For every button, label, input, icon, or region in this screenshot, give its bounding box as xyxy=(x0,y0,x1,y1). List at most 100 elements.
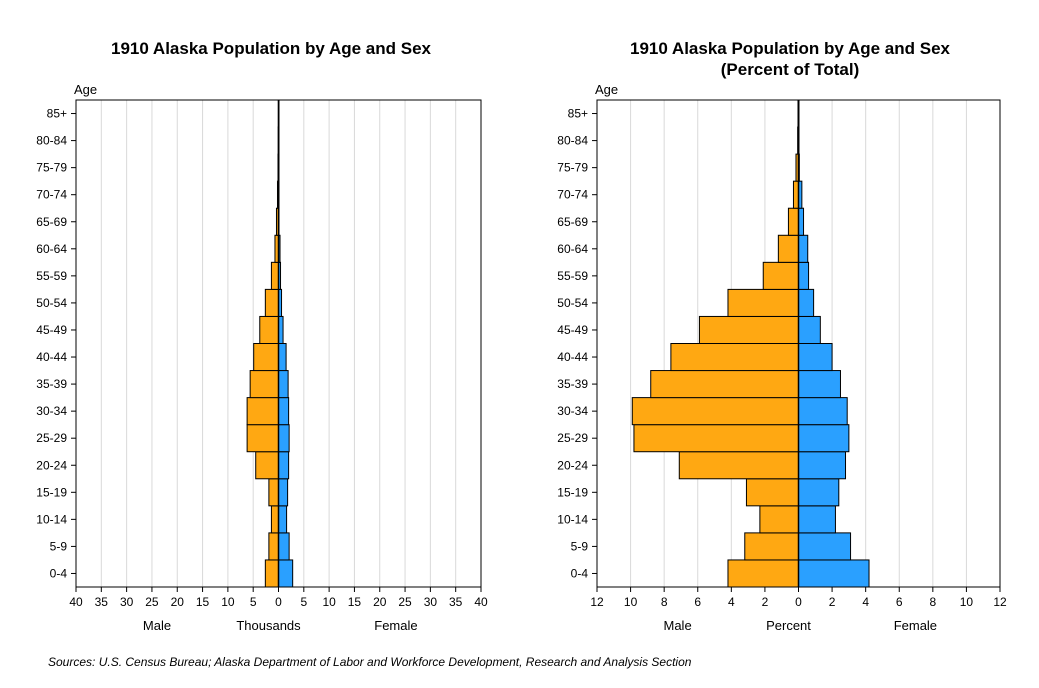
chart2-bar-male xyxy=(698,315,799,345)
chart1-bar-female xyxy=(278,451,290,480)
chart2-age-label: 60-64 xyxy=(557,242,588,256)
chart2-x-tick-label: 12 xyxy=(590,595,604,609)
chart2-bar-male xyxy=(650,370,799,399)
chart2-x-tick-label: 4 xyxy=(862,595,869,609)
chart1-age-label: 55-59 xyxy=(36,269,67,283)
chart1-bar-male xyxy=(268,532,280,561)
chart2-title: 1910 Alaska Population by Age and Sex xyxy=(630,39,951,58)
chart1-age-label: 40-44 xyxy=(36,350,67,364)
chart2-bar-female xyxy=(798,261,810,290)
chart2-age-label: 15-19 xyxy=(557,485,588,499)
chart2-bar-female xyxy=(798,397,848,426)
chart2-age-label: 20-24 xyxy=(557,458,588,472)
chart2-bar-male xyxy=(678,451,800,480)
chart2-xlabel-male: Male xyxy=(664,618,692,633)
chart1-x-tick-label: 15 xyxy=(348,595,362,609)
chart2-bar-female xyxy=(798,343,833,372)
chart1-bar-male xyxy=(264,559,279,588)
chart1-bar-male xyxy=(246,397,280,426)
chart2-age-label: 55-59 xyxy=(557,269,588,283)
chart1-x-tick-label: 10 xyxy=(221,595,235,609)
chart1-bar-male xyxy=(270,261,280,290)
chart1-x-tick-label: 10 xyxy=(322,595,336,609)
chart1-ylabel: Age xyxy=(74,82,97,97)
chart1-bar-female xyxy=(278,370,289,399)
chart1-xlabel-male: Male xyxy=(143,618,171,633)
chart2-age-label: 5-9 xyxy=(571,539,589,553)
chart2-xlabel-center: Percent xyxy=(766,618,811,633)
chart2-bar-female xyxy=(798,207,805,236)
chart1-xlabel-center: Thousands xyxy=(236,618,301,633)
chart2-age-label: 25-29 xyxy=(557,431,588,445)
chart2-bar-male xyxy=(727,559,799,588)
chart1-title: 1910 Alaska Population by Age and Sex xyxy=(111,39,432,58)
chart1-age-label: 10-14 xyxy=(36,512,67,526)
chart1-x-tick-label: 20 xyxy=(171,595,185,609)
chart1-x-tick-label: 25 xyxy=(145,595,159,609)
chart1-age-label: 50-54 xyxy=(36,296,67,310)
chart1-age-label: 15-19 xyxy=(36,485,67,499)
chart2-bar-male xyxy=(777,234,799,263)
chart1-x-tick-label: 30 xyxy=(424,595,438,609)
chart1-age-label: 65-69 xyxy=(36,215,67,229)
chart1-age-label: 20-24 xyxy=(36,458,67,472)
chart2-age-label: 10-14 xyxy=(557,512,588,526)
chart1-bar-female xyxy=(278,559,294,588)
chart1-xlabel-female: Female xyxy=(374,618,417,633)
chart2-bar-male xyxy=(762,261,799,290)
chart2-x-tick-label: 6 xyxy=(896,595,903,609)
chart1-bar-female xyxy=(278,397,290,426)
chart1-bar-female xyxy=(278,343,287,372)
chart1-bar-male xyxy=(255,451,279,480)
chart2-bar-male xyxy=(631,397,800,426)
chart2-bar-female xyxy=(798,532,852,561)
chart2-x-tick-label: 12 xyxy=(993,595,1007,609)
chart2-age-label: 70-74 xyxy=(557,188,588,202)
chart2-bar-female xyxy=(798,370,841,399)
chart1-age-label: 70-74 xyxy=(36,188,67,202)
chart1-bar-male xyxy=(249,370,279,399)
chart2-bar-female xyxy=(798,424,850,453)
chart2-x-tick-label: 0 xyxy=(795,595,802,609)
chart2-age-label: 40-44 xyxy=(557,350,588,364)
source-note: Sources: U.S. Census Bureau; Alaska Depa… xyxy=(48,655,692,669)
chart1-x-tick-label: 35 xyxy=(95,595,109,609)
chart2-age-label: 85+ xyxy=(568,107,588,121)
chart2-bar-male xyxy=(670,343,800,372)
chart2-x-tick-label: 8 xyxy=(661,595,668,609)
chart2-bar-male xyxy=(744,532,799,561)
chart1-x-tick-label: 25 xyxy=(398,595,412,609)
chart2-bar-male xyxy=(727,288,799,317)
chart2-age-label: 65-69 xyxy=(557,215,588,229)
chart2-x-tick-label: 10 xyxy=(624,595,638,609)
chart1-age-label: 75-79 xyxy=(36,161,67,175)
chart1-bar-male xyxy=(259,315,279,345)
chart2-age-label: 75-79 xyxy=(557,161,588,175)
chart1-x-tick-label: 30 xyxy=(120,595,134,609)
chart2-x-tick-label: 4 xyxy=(728,595,735,609)
chart1-age-label: 0-4 xyxy=(50,566,68,580)
chart1-age-label: 85+ xyxy=(47,107,67,121)
chart1-age-label: 60-64 xyxy=(36,242,67,256)
chart1-x-tick-label: 40 xyxy=(474,595,488,609)
chart1-bar-male xyxy=(270,505,280,534)
chart2-bar-male xyxy=(745,478,800,507)
chart1-x-tick-label: 5 xyxy=(300,595,307,609)
chart1-bar-male xyxy=(246,424,280,453)
chart1-age-label: 5-9 xyxy=(50,539,68,553)
chart2-age-label: 80-84 xyxy=(557,134,588,148)
chart2-age-label: 30-34 xyxy=(557,404,588,418)
chart1-bar-female xyxy=(278,532,290,561)
chart2-bar-male xyxy=(633,424,799,453)
chart2-bar-female xyxy=(798,234,809,263)
chart2-bar-female xyxy=(798,478,840,507)
chart2-bar-male xyxy=(792,180,800,209)
chart1-x-tick-label: 0 xyxy=(275,595,282,609)
chart1-x-tick-label: 15 xyxy=(196,595,210,609)
chart2-bar-female xyxy=(798,315,821,345)
chart2-bar-male xyxy=(787,207,799,236)
chart1-age-label: 25-29 xyxy=(36,431,67,445)
chart2-xlabel-female: Female xyxy=(894,618,937,633)
chart1-bar-male xyxy=(264,288,279,317)
chart2-age-label: 0-4 xyxy=(571,566,589,580)
